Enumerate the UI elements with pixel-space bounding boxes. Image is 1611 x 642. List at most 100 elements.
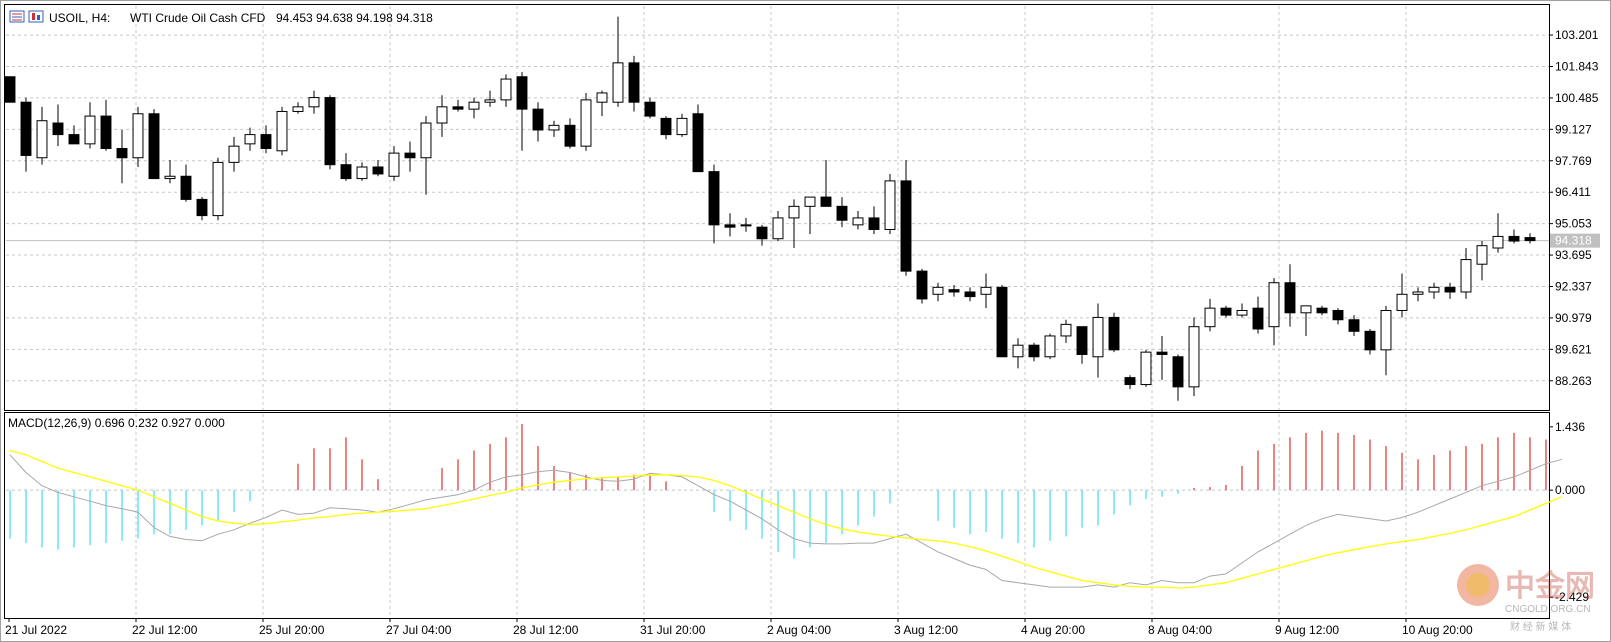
time-tick-label: 3 Aug 12:00 [894, 623, 958, 637]
macd-tick-label: 1.436 [1555, 420, 1585, 434]
price-tick-label: 101.843 [1555, 59, 1599, 73]
symbol-description: WTI Crude Oil Cash CFD [130, 11, 266, 25]
candle-body-bear [1444, 286, 1456, 293]
current-price-label: 94.318 [1555, 234, 1592, 248]
candle [52, 104, 64, 147]
candle-body-bull [292, 106, 304, 112]
candle [20, 97, 32, 172]
candle [1492, 213, 1504, 253]
candle-body-bull [1476, 245, 1488, 265]
candle [356, 162, 368, 181]
candle [884, 173, 896, 235]
candle [292, 102, 304, 114]
candle-body-bull [1044, 335, 1056, 358]
candle [420, 116, 432, 195]
candle [1044, 333, 1056, 360]
candle [1284, 264, 1296, 327]
candle-body-bear [1252, 307, 1264, 330]
candle [1348, 315, 1360, 336]
candle [756, 224, 768, 246]
candle [500, 74, 512, 107]
macd-axis: 1.436 0.000 -2.429 [1549, 420, 1589, 604]
candle [116, 129, 128, 184]
candle-body-bear [196, 198, 208, 217]
candle-body-bear [148, 113, 160, 180]
candle-body-bear [1220, 307, 1232, 316]
candle [852, 210, 864, 230]
watermark-tagline: 财 经 新 媒 体 [1510, 620, 1571, 633]
candle-body-bull [436, 106, 448, 124]
candle [436, 95, 448, 137]
candle-body-bull [244, 134, 256, 145]
candle-body-bull [36, 120, 48, 159]
candle [468, 97, 480, 119]
candle-body-bear [628, 62, 640, 103]
candle-type-icon [28, 10, 44, 23]
candle-body-bear [1076, 326, 1088, 355]
candle [836, 197, 848, 228]
watermark-site: CNGOLD.ORG.CN [1505, 604, 1591, 615]
candle [36, 106, 48, 165]
candle-body-bull [420, 122, 432, 159]
candle-body-bear [1172, 356, 1184, 388]
candle-body-bear [996, 286, 1008, 358]
candle-body-bull [1492, 235, 1504, 249]
candle [132, 106, 144, 167]
candle [1364, 329, 1376, 355]
candle-body-bull [596, 92, 608, 103]
candle [788, 199, 800, 248]
price-tick-label: 99.127 [1555, 122, 1592, 136]
candle-body-bull [788, 205, 800, 219]
watermark-brand: 中金网 [1505, 569, 1595, 603]
candle-body-bear [868, 217, 880, 230]
candle [532, 102, 544, 142]
price-tick-label: 103.201 [1555, 28, 1599, 42]
candle [1012, 338, 1024, 369]
chart-header: USOIL, H4: WTI Crude Oil Cash CFD 94.453… [9, 10, 433, 25]
candle [1236, 303, 1248, 318]
macd-tick-label: 0.000 [1555, 483, 1585, 497]
time-tick-label: 4 Aug 20:00 [1021, 623, 1085, 637]
macd-plot-area [4, 412, 1550, 619]
watermark: 中金网 CNGOLD.ORG.CN 财 经 新 媒 体 [1457, 564, 1595, 633]
candle-body-bull [1268, 282, 1280, 328]
candle [1156, 335, 1168, 380]
time-tick-label: 27 Jul 04:00 [386, 623, 452, 637]
candle-body-bear [1348, 319, 1360, 332]
price-tick-label: 89.621 [1555, 342, 1592, 356]
candle [1140, 349, 1152, 387]
candle [772, 210, 784, 242]
candle-body-bear [1524, 237, 1536, 242]
candle [1268, 278, 1280, 346]
candle-body-bull [1396, 293, 1408, 311]
candle [4, 76, 16, 103]
price-tick-label: 93.695 [1555, 248, 1592, 262]
price-pane: 103.201 101.843 100.485 99.127 97.769 96.411 9… [4, 4, 1600, 411]
candle-body-bear [372, 166, 384, 175]
candle-body-bear [756, 226, 768, 240]
candle-body-bear [1508, 235, 1520, 242]
candle-body-bull [212, 161, 224, 217]
candle [84, 102, 96, 149]
candle-body-bull [1460, 259, 1472, 293]
candle-body-bull [1012, 344, 1024, 358]
candle [388, 146, 400, 181]
price-tick-label: 100.485 [1555, 91, 1599, 105]
macd-line [9, 454, 1563, 588]
candle-body-bear [20, 101, 32, 156]
candle-body-bear [68, 134, 80, 145]
candle [404, 141, 416, 172]
candle [708, 164, 720, 244]
candle-body-bear [452, 106, 464, 110]
candle-body-bull [548, 124, 560, 131]
candle [676, 113, 688, 137]
candle [1220, 305, 1232, 318]
candle-body-bull [932, 286, 944, 295]
candle [964, 287, 976, 302]
price-tick-label: 96.411 [1555, 185, 1591, 199]
candle [1108, 312, 1120, 353]
candle [980, 273, 992, 309]
candle [580, 92, 592, 151]
candle-body-bear [660, 117, 672, 136]
candle [1476, 241, 1488, 281]
